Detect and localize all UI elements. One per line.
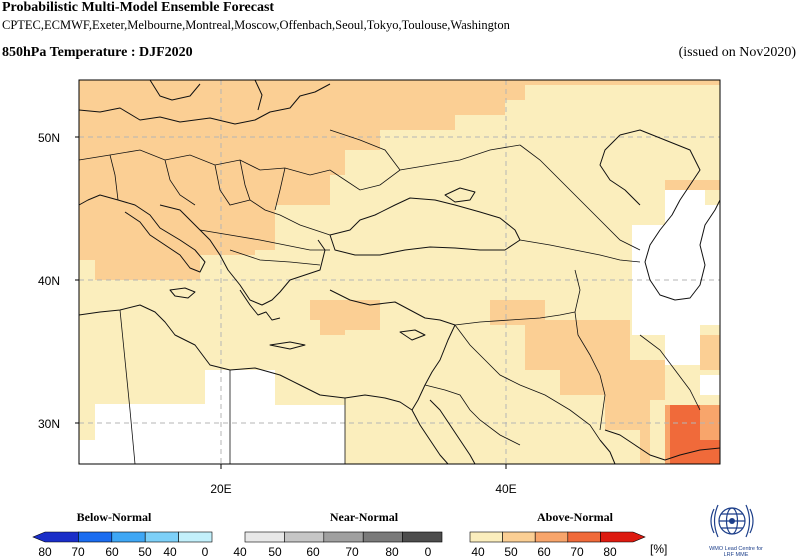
legend-swatch-1-4: [402, 531, 443, 543]
legend-swatch-2-4: [600, 531, 646, 543]
lon-label-20e: 20E: [210, 482, 231, 496]
legend-tick-10: 80: [385, 545, 399, 559]
lon-label-40e: 40E: [495, 482, 516, 496]
wmo-logo-icon: [710, 504, 754, 538]
no-signal-west-sahara: [79, 440, 95, 464]
legend-category-above: Above-Normal: [537, 510, 614, 524]
legend-colorbar: [32, 531, 646, 543]
borders: [78, 129, 701, 465]
legend-tick-15: 70: [570, 545, 584, 559]
above-normal-region-east: [700, 335, 720, 370]
wmo-caption-line-2: LRF MME: [723, 552, 749, 558]
issued-date: (issued on Nov2020): [678, 45, 796, 60]
page-title: Probabilistic Multi-Model Ensemble Forec…: [2, 0, 275, 15]
legend-tick-1: 70: [71, 545, 85, 559]
forecast-map: 50N 40N 30N 20E 40E: [38, 79, 721, 496]
legend-tick-13: 50: [504, 545, 518, 559]
legend-swatch-0-4: [178, 531, 213, 543]
probability-fill: [79, 80, 720, 464]
legend-tick-16: 80: [603, 545, 617, 559]
legend-tick-6: 40: [233, 545, 247, 559]
legend-tick-5: 0: [202, 545, 209, 559]
lat-label-50n: 50N: [38, 131, 60, 145]
legend-tick-11: 0: [425, 545, 432, 559]
models-list: CPTEC,ECMWF,Exeter,Melbourne,Montreal,Mo…: [2, 18, 510, 32]
lat-label-30n: 30N: [38, 417, 60, 431]
legend-swatch-0-1: [78, 531, 113, 543]
map-frame: [78, 79, 721, 465]
legend-swatch-0-2: [111, 531, 146, 543]
variable-subtitle: 850hPa Temperature : DJF2020: [2, 45, 193, 60]
above-normal-region-europe: [79, 80, 720, 280]
legend-category-below: Below-Normal: [77, 510, 152, 524]
no-signal-libya: [95, 370, 345, 464]
above-normal-region-iraq-iran: [525, 320, 665, 464]
lat-axis: 50N 40N 30N: [38, 131, 79, 431]
legend-swatch-1-1: [284, 531, 325, 543]
above-normal-region-greece: [310, 300, 380, 335]
no-signal-caspian: [632, 190, 720, 365]
legend-tick-2: 60: [105, 545, 119, 559]
legend-swatch-1-3: [362, 531, 403, 543]
legend-swatch-2-0: [469, 531, 503, 543]
legend-swatch-2-2: [534, 531, 569, 543]
legend-tick-labels: 80 70 60 50 40 0 40 50 60 70 80 0 40 50 60 70 80: [38, 545, 617, 559]
above-normal-region-balkan: [665, 180, 720, 190]
lat-label-40n: 40N: [38, 274, 60, 288]
gridlines: [79, 80, 720, 464]
legend-tick-0: 80: [38, 545, 52, 559]
legend-unit: [%]: [650, 542, 667, 556]
legend-swatch-0-3: [144, 531, 179, 543]
legend-tick-7: 50: [268, 545, 282, 559]
legend-tick-12: 40: [471, 545, 485, 559]
legend-swatch-1-2: [323, 531, 364, 543]
legend-category-near: Near-Normal: [330, 510, 399, 524]
legend-swatch-2-1: [502, 531, 536, 543]
lon-axis: 20E 40E: [210, 464, 517, 496]
legend-tick-3: 50: [138, 545, 152, 559]
wmo-caption-line-1: WMO Lead Centre for: [709, 546, 763, 552]
legend-swatch-2-3: [567, 531, 601, 543]
coastlines: [78, 79, 721, 465]
legend-tick-14: 60: [537, 545, 551, 559]
no-signal-east: [700, 375, 720, 395]
legend-tick-4: 40: [163, 545, 177, 559]
legend-tick-9: 70: [345, 545, 359, 559]
legend-swatch-1-0: [244, 531, 285, 543]
legend-tick-8: 60: [306, 545, 320, 559]
legend-swatch-0-0: [32, 531, 79, 543]
wmo-logo-caption: WMO Lead Centre for LRF MME: [696, 546, 776, 558]
